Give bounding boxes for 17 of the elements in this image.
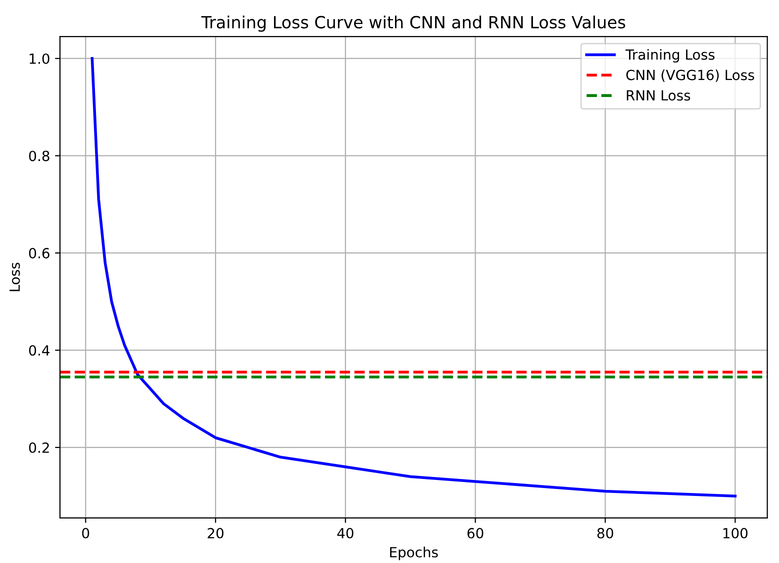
x-tick-label: 20 xyxy=(208,528,224,538)
legend-label: RNN Loss xyxy=(626,90,690,101)
y-tick-label: 0.2 xyxy=(29,442,49,453)
legend-label: CNN (VGG16) Loss xyxy=(626,69,754,82)
y-tick-label: 0.6 xyxy=(29,248,50,258)
x-tick-label: 100 xyxy=(723,528,748,538)
x-tick-label: 0 xyxy=(82,528,90,538)
x-axis-title: Epochs xyxy=(390,546,438,560)
y-tick-label: 1.0 xyxy=(30,53,50,64)
legend-label: Training Loss xyxy=(625,49,715,63)
y-tick-label: 0.8 xyxy=(29,150,50,162)
x-tick-label: 60 xyxy=(467,528,484,538)
x-tick-label: 40 xyxy=(337,528,354,538)
chart-title: Training Loss Curve with CNN and RNN Loss Values xyxy=(201,16,626,32)
y-axis-title: Loss xyxy=(10,262,20,292)
x-tick-label: 80 xyxy=(597,528,614,538)
y-tick-label: 0.4 xyxy=(29,345,50,356)
